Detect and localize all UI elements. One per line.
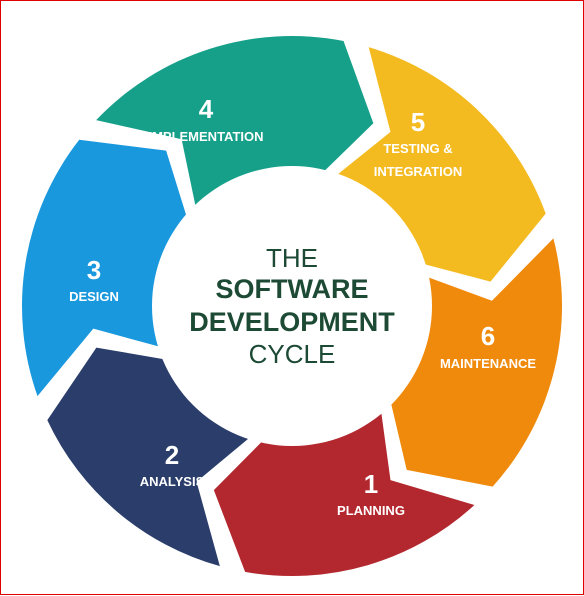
- stage-label-maintenance: MAINTENANCE: [440, 356, 536, 371]
- segment-analysis: [47, 347, 258, 567]
- segment-design: [22, 139, 190, 397]
- stage-number-implementation: 4: [199, 94, 214, 124]
- stage-number-testing: 5: [411, 107, 425, 137]
- segment-testing: [328, 47, 546, 282]
- stage-number-maintenance: 6: [481, 321, 495, 351]
- title-line-the: THE: [266, 243, 318, 273]
- segment-maintenance: [388, 238, 563, 487]
- stage-label-design: DESIGN: [69, 289, 119, 304]
- title-line-cycle: CYCLE: [249, 339, 336, 369]
- stage-number-planning: 1: [364, 469, 378, 499]
- stage-label-implementation: IMPLEMENTATION: [148, 129, 263, 144]
- center-title: THE SOFTWARE DEVELOPMENT CYCLE: [189, 243, 395, 369]
- stage-number-analysis: 2: [165, 440, 179, 470]
- stage-label-planning: PLANNING: [337, 503, 405, 518]
- title-line-development: DEVELOPMENT: [189, 307, 395, 337]
- title-line-software: SOFTWARE: [216, 274, 369, 304]
- stage-label-analysis: ANALYSIS: [140, 474, 205, 489]
- stage-number-design: 3: [87, 255, 101, 285]
- cycle-labels: 1 PLANNING 2 ANALYSIS 3 DESIGN 4 IMPLEMENTATION…: [69, 94, 536, 518]
- stage-label-testing-line-2: INTEGRATION: [374, 164, 463, 179]
- center-circle: [152, 166, 432, 446]
- stage-label-testing-line-1: TESTING &: [383, 141, 452, 156]
